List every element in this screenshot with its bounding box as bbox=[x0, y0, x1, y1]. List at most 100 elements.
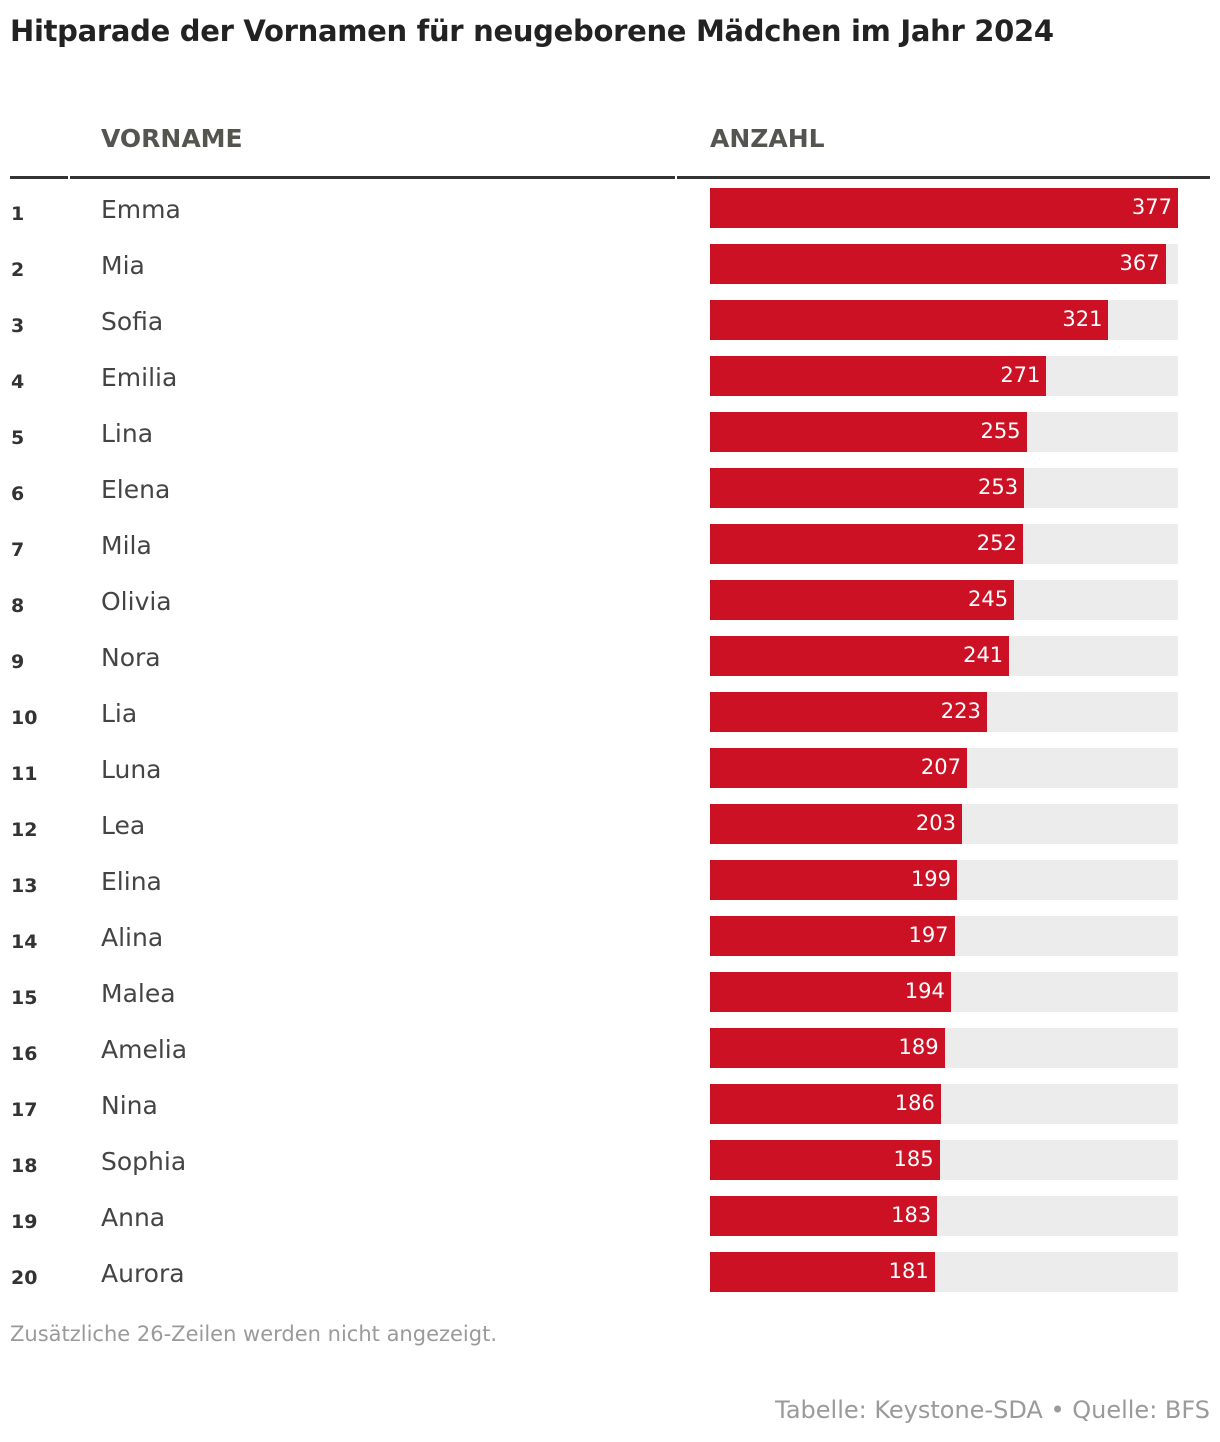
count-value: 241 bbox=[963, 643, 1004, 667]
table-row[interactable]: 17 Nina 186 bbox=[0, 1084, 1220, 1146]
table-row[interactable]: 1 Emma 377 bbox=[0, 188, 1220, 250]
count-bar: 252 bbox=[710, 524, 1023, 564]
count-value: 186 bbox=[894, 1091, 935, 1115]
column-header-count[interactable]: ANZAHL bbox=[710, 124, 825, 153]
table-row[interactable]: 20 Aurora 181 bbox=[0, 1252, 1220, 1314]
column-header-name[interactable]: VORNAME bbox=[101, 124, 243, 153]
count-value: 181 bbox=[888, 1259, 929, 1283]
header-divider-rank bbox=[10, 176, 68, 179]
count-bar: 181 bbox=[710, 1252, 935, 1292]
count-value: 252 bbox=[976, 531, 1017, 555]
count-bar: 223 bbox=[710, 692, 987, 732]
first-name: Lina bbox=[101, 419, 154, 448]
footnote: Zusätzliche 26-Zeilen werden nicht angez… bbox=[10, 1322, 498, 1346]
chart-title: Hitparade der Vornamen für neugeborene M… bbox=[10, 14, 1054, 48]
count-bar: 321 bbox=[710, 300, 1109, 340]
table-row[interactable]: 3 Sofia 321 bbox=[0, 300, 1220, 362]
count-value: 253 bbox=[977, 475, 1019, 499]
count-value: 197 bbox=[908, 923, 949, 947]
table-row[interactable]: 18 Sophia 185 bbox=[0, 1140, 1220, 1202]
first-name: Lia bbox=[101, 699, 138, 728]
bar-track: 186 bbox=[710, 1084, 1178, 1124]
bar-track: 253 bbox=[710, 468, 1178, 508]
first-name: Mila bbox=[101, 531, 152, 560]
count-value: 199 bbox=[910, 867, 952, 891]
table-row[interactable]: 13 Elina 199 bbox=[0, 860, 1220, 922]
rank-number: 10 bbox=[11, 707, 38, 729]
rank-number: 5 bbox=[11, 427, 25, 449]
table-row[interactable]: 9 Nora 241 bbox=[0, 636, 1220, 698]
count-bar: 183 bbox=[710, 1196, 938, 1236]
table-row[interactable]: 10 Lia 223 bbox=[0, 692, 1220, 754]
bar-track: 245 bbox=[710, 580, 1178, 620]
count-bar: 271 bbox=[710, 356, 1047, 396]
bar-track: 223 bbox=[710, 692, 1178, 732]
rank-number: 17 bbox=[11, 1099, 38, 1121]
count-bar: 186 bbox=[710, 1084, 941, 1124]
count-bar: 189 bbox=[710, 1028, 945, 1068]
first-name: Alina bbox=[101, 923, 164, 952]
first-name: Sophia bbox=[101, 1147, 187, 1176]
first-name: Emma bbox=[101, 195, 181, 224]
rank-number: 6 bbox=[11, 483, 25, 505]
table-row[interactable]: 15 Malea 194 bbox=[0, 972, 1220, 1034]
first-name: Aurora bbox=[101, 1259, 185, 1288]
bar-track: 367 bbox=[710, 244, 1178, 284]
rank-number: 3 bbox=[11, 315, 25, 337]
first-name: Anna bbox=[101, 1203, 166, 1232]
bar-track: 207 bbox=[710, 748, 1178, 788]
first-name: Emilia bbox=[101, 363, 178, 392]
bar-track: 183 bbox=[710, 1196, 1178, 1236]
rank-number: 12 bbox=[11, 819, 38, 841]
rank-number: 20 bbox=[11, 1267, 38, 1289]
table-row[interactable]: 12 Lea 203 bbox=[0, 804, 1220, 866]
table-row[interactable]: 16 Amelia 189 bbox=[0, 1028, 1220, 1090]
count-bar: 207 bbox=[710, 748, 967, 788]
table-body: 1 Emma 377 2 Mia 367 3 Sofia 321 4 Emilia 271 5 Lina 2… bbox=[0, 188, 1220, 1292]
bar-track: 199 bbox=[710, 860, 1178, 900]
table-row[interactable]: 4 Emilia 271 bbox=[0, 356, 1220, 418]
rank-number: 9 bbox=[11, 651, 25, 673]
bar-track: 252 bbox=[710, 524, 1178, 564]
count-bar: 199 bbox=[710, 860, 958, 900]
count-bar: 241 bbox=[710, 636, 1010, 676]
count-value: 245 bbox=[968, 587, 1009, 611]
bar-track: 241 bbox=[710, 636, 1178, 676]
first-name: Nina bbox=[101, 1091, 158, 1120]
count-value: 194 bbox=[904, 979, 945, 1003]
count-bar: 253 bbox=[710, 468, 1025, 508]
bar-track: 189 bbox=[710, 1028, 1178, 1068]
table-row[interactable]: 14 Alina 197 bbox=[0, 916, 1220, 978]
table-row[interactable]: 11 Luna 207 bbox=[0, 748, 1220, 810]
count-bar: 255 bbox=[710, 412, 1027, 452]
rank-number: 7 bbox=[11, 539, 25, 561]
rank-number: 16 bbox=[11, 1043, 38, 1065]
rank-number: 1 bbox=[11, 203, 25, 225]
bar-track: 271 bbox=[710, 356, 1178, 396]
first-name: Elena bbox=[101, 475, 171, 504]
first-name: Nora bbox=[101, 643, 161, 672]
count-bar: 197 bbox=[710, 916, 955, 956]
rank-number: 15 bbox=[11, 987, 38, 1009]
bar-track: 203 bbox=[710, 804, 1178, 844]
count-bar: 194 bbox=[710, 972, 951, 1012]
table-row[interactable]: 8 Olivia 245 bbox=[0, 580, 1220, 642]
table-row[interactable]: 19 Anna 183 bbox=[0, 1196, 1220, 1258]
table-row[interactable]: 2 Mia 367 bbox=[0, 244, 1220, 306]
count-value: 207 bbox=[920, 755, 961, 779]
count-bar: 367 bbox=[710, 244, 1166, 284]
count-bar: 185 bbox=[710, 1140, 940, 1180]
count-value: 203 bbox=[915, 811, 956, 835]
first-name: Amelia bbox=[101, 1035, 188, 1064]
rank-number: 19 bbox=[11, 1211, 38, 1233]
count-bar: 203 bbox=[710, 804, 962, 844]
count-bar: 245 bbox=[710, 580, 1015, 620]
first-name: Lea bbox=[101, 811, 146, 840]
table-row[interactable]: 7 Mila 252 bbox=[0, 524, 1220, 586]
bar-track: 194 bbox=[710, 972, 1178, 1012]
table-row[interactable]: 5 Lina 255 bbox=[0, 412, 1220, 474]
bar-track: 321 bbox=[710, 300, 1178, 340]
count-value: 271 bbox=[1000, 363, 1041, 387]
first-name: Sofia bbox=[101, 307, 164, 336]
table-row[interactable]: 6 Elena 253 bbox=[0, 468, 1220, 530]
